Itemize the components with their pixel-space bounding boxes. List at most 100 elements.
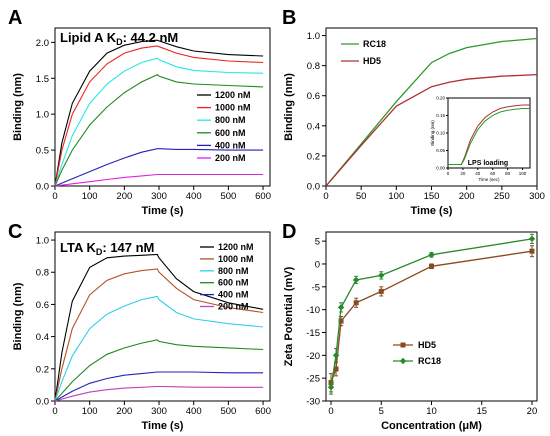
panel-b: B0 50 100 150 200 250 3000.00.20.40.60.81.0Tim…	[282, 7, 545, 217]
legend-label: HD5	[418, 340, 436, 350]
y-tick-label: -15	[306, 328, 320, 339]
panel-label: A	[8, 7, 22, 29]
x-tick-label: 0	[323, 191, 328, 202]
annotation-k: K	[86, 240, 96, 255]
legend-label: 400 nM	[215, 140, 246, 150]
data-point-hd5	[333, 366, 339, 372]
series-line-800-nm	[54, 295, 264, 402]
x-tick-label: 400	[186, 191, 202, 202]
series-line-1200-nm	[54, 39, 264, 187]
x-tick-label: 15	[476, 406, 487, 417]
legend-label: HD5	[363, 56, 381, 66]
y-tick-label: 0.10	[436, 131, 445, 136]
panel-c: C 0 100 200 300 400 500 600 0.0 0.2 0.4 0.6 0.8 1.0 Ti…	[8, 221, 271, 432]
y-tick-label: 0.6	[307, 91, 320, 102]
inset-x-axis-label: Time (sec)	[478, 177, 500, 182]
y-tick-label: 0	[315, 259, 320, 270]
x-tick-label: 600	[255, 191, 271, 202]
x-tick-label: 60	[490, 171, 496, 176]
x-tick-label: 0	[52, 191, 57, 202]
inset-annotation: LPS loading	[468, 160, 508, 167]
y-tick-label: -25	[306, 374, 320, 385]
legend-marker	[399, 357, 407, 365]
plot-frame	[54, 231, 271, 402]
y-tick-label: -10	[306, 305, 320, 316]
y-axis-label: Zeta Potential (mV)	[283, 266, 295, 366]
data-point-hd5	[529, 248, 535, 254]
series-hd5	[328, 245, 535, 393]
data-point-rc18	[528, 235, 536, 243]
x-tick-label: 50	[356, 191, 367, 202]
y-tick-label: -5	[312, 282, 320, 293]
series-line-800-nm	[54, 57, 264, 187]
series-line-600-nm	[54, 74, 264, 187]
y-tick-label: 5	[315, 237, 320, 248]
kd-annotation: Lipid A KD: 44.2 nM	[60, 30, 178, 47]
x-tick-label: 0	[328, 406, 333, 417]
data-point-hd5	[338, 318, 344, 324]
x-tick-label: 100	[82, 406, 98, 417]
x-tick-label: 250	[494, 191, 510, 202]
legend-label: 600 nM	[218, 278, 249, 288]
annotation-prefix: Lipid A	[60, 30, 107, 45]
x-tick-label: 150	[424, 191, 440, 202]
data-point-rc18	[332, 352, 340, 359]
series-line-rc18	[448, 108, 530, 165]
x-tick-label: 100	[82, 191, 98, 202]
y-tick-label: 0.4	[36, 332, 49, 343]
panel-label: B	[282, 7, 296, 29]
series-line-hd5	[325, 73, 538, 187]
x-tick-label: 200	[116, 406, 132, 417]
data-point-hd5	[378, 288, 384, 294]
series-line-400-nm	[54, 371, 264, 402]
legend: RC18 HD5	[341, 39, 386, 66]
inset-chart: 0 20 40 60 80 100 0.00 0.05 0.10 0.15 0.20 Time (se…	[430, 96, 531, 182]
annotation-prefix: LTA	[60, 240, 86, 255]
x-tick-label: 600	[255, 406, 271, 417]
panel-a: A 0 100 200 300 400 500 600 0.0 0.5 1.0 1.5 2.0 Time …	[8, 7, 271, 217]
x-tick-label: 20	[460, 171, 466, 176]
panel-d: D 0 5 10 15 20 -30 -25 -20 -15 -10 -5 0 5 Concentratio…	[282, 221, 538, 432]
data-point-rc18	[337, 304, 345, 311]
legend-label: 800 nM	[215, 115, 246, 125]
series-line-1000-nm	[54, 268, 264, 402]
data-point-rc18	[378, 272, 385, 279]
y-tick-label: 0.8	[36, 268, 49, 279]
annotation-subscript: D	[116, 37, 123, 47]
legend-label: 1200 nM	[218, 242, 254, 252]
x-tick-label: 200	[116, 191, 132, 202]
y-tick-label: 1.5	[36, 74, 49, 85]
series-line-hd5	[448, 104, 530, 165]
legend-label: 600 nM	[215, 128, 246, 138]
series-line-rc18	[325, 37, 538, 187]
y-tick-label: 0.5	[36, 146, 49, 157]
x-tick-label: 400	[186, 406, 202, 417]
x-axis-label: Time (s)	[142, 205, 184, 217]
series-line-200-nm	[54, 173, 264, 187]
y-axis-label: Binding (nm)	[12, 73, 24, 141]
legend-label: 1000 nM	[215, 103, 251, 113]
legend-marker	[400, 342, 406, 348]
y-tick-label: 0.05	[436, 148, 445, 153]
plot-frame	[54, 27, 271, 187]
y-tick-label: 0.0	[36, 397, 49, 408]
y-tick-label: 0.15	[436, 113, 445, 118]
x-axis-label: Time (s)	[411, 205, 453, 217]
x-tick-label: 100	[519, 171, 527, 176]
x-tick-label: 80	[505, 171, 511, 176]
x-axis-label: Time (s)	[142, 420, 184, 432]
x-tick-label: 200	[459, 191, 475, 202]
series-line-1000-nm	[54, 45, 264, 187]
y-tick-label: -30	[306, 397, 320, 408]
y-tick-label: 2.0	[36, 38, 49, 49]
x-tick-label: 0	[447, 171, 450, 176]
data-point-rc18	[352, 276, 360, 284]
y-tick-label: 0.0	[36, 182, 49, 193]
y-axis-label: Binding (nm)	[12, 282, 24, 350]
series-line-1200-nm	[54, 253, 264, 402]
x-tick-label: 500	[220, 406, 236, 417]
y-tick-label: 0.8	[307, 61, 320, 72]
legend: 1200 nM 1000 nM 800 nM 600 nM 400 nM 200 nM	[200, 242, 254, 312]
x-tick-label: 5	[379, 406, 384, 417]
